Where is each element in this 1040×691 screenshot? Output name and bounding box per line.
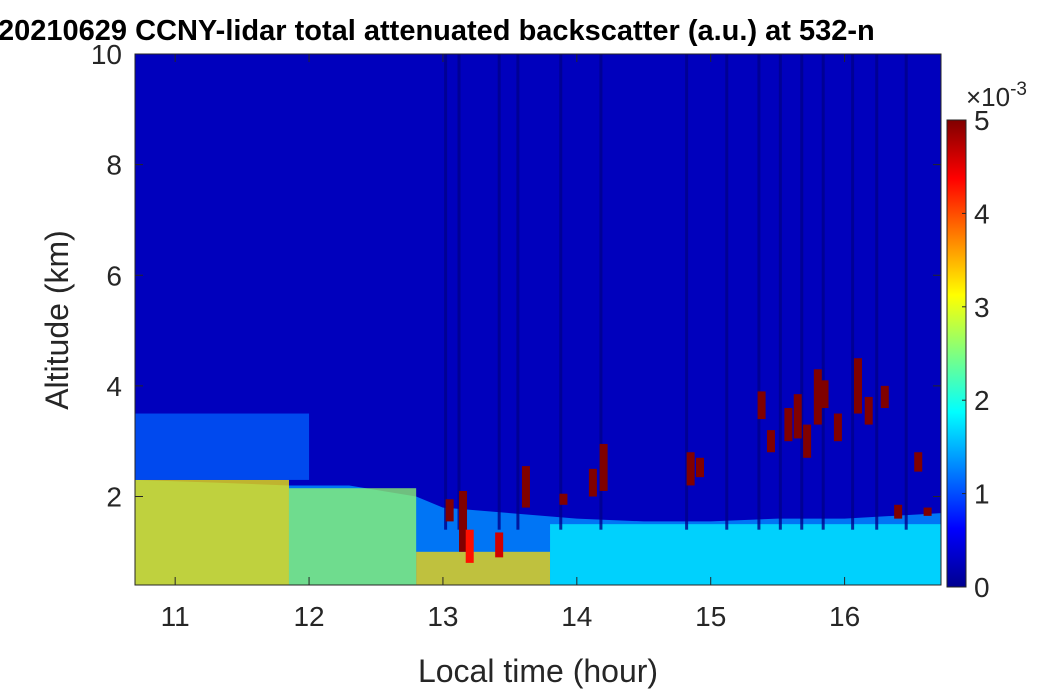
- x-tick-label: 14: [561, 601, 592, 632]
- cloud-cell: [459, 490, 468, 552]
- cloud-cell: [833, 413, 842, 442]
- cloud-cell: [820, 380, 829, 408]
- colorbar-tick-label: 5: [974, 105, 990, 136]
- plot-area: [134, 53, 942, 586]
- y-tick-label: 2: [106, 482, 122, 513]
- x-axis-label: Local time (hour): [418, 653, 658, 689]
- colorbar-tick-label: 0: [974, 572, 990, 603]
- signal-dropout: [559, 54, 563, 530]
- cloud-cell: [445, 499, 454, 522]
- aerosol-layer: [288, 488, 417, 585]
- y-axis-label: Altitude (km): [39, 230, 75, 410]
- signal-dropout: [757, 54, 761, 530]
- plot-frame: [134, 53, 942, 586]
- cloud-cell: [880, 385, 889, 408]
- aerosol-layer: [416, 551, 551, 585]
- colorbar-gradient: [946, 119, 967, 588]
- aerosol-layer: [135, 413, 310, 480]
- aerosol-layer: [550, 524, 941, 585]
- colorbar-multiplier: ×10-3: [966, 79, 1027, 112]
- y-tick-label: 4: [106, 371, 122, 402]
- cloud-cell: [914, 452, 923, 472]
- colorbar-multiplier-base: ×10: [966, 82, 1010, 112]
- colorbar-tick-label: 1: [974, 479, 990, 510]
- cloud-cell: [696, 457, 705, 478]
- cloud-cell: [757, 391, 766, 420]
- x-axis: 11 12 13 14 15 16: [161, 54, 860, 632]
- signal-dropout: [685, 54, 689, 530]
- cloud-cell: [588, 468, 597, 497]
- colorbar-tick-label: 4: [974, 198, 990, 229]
- colorbar-tick-label: 2: [974, 385, 990, 416]
- signal-dropout: [875, 54, 879, 530]
- x-tick-label: 15: [695, 601, 726, 632]
- cloud-cell: [803, 424, 812, 458]
- cloud-cell: [813, 369, 822, 425]
- signal-dropout: [457, 54, 461, 530]
- cloud-cell: [599, 443, 608, 491]
- signal-dropout: [851, 54, 855, 530]
- signal-dropout: [497, 54, 501, 530]
- y-tick-label: 6: [106, 260, 122, 291]
- y-tick-label: 8: [106, 150, 122, 181]
- aerosol-layer: [135, 479, 289, 585]
- colorbar-tick-label: 3: [974, 292, 990, 323]
- x-tick-label: 16: [829, 601, 860, 632]
- heatmap-layer: [135, 54, 941, 585]
- cloud-cell: [465, 529, 474, 563]
- cloud-cell: [923, 507, 932, 516]
- colorbar: 0 1 2 3 4 5 ×10-3: [946, 79, 1027, 603]
- cloud-cell: [686, 452, 695, 486]
- x-tick-label: 13: [427, 601, 458, 632]
- cloud-cell: [894, 504, 903, 519]
- colorbar-exponent: -3: [1010, 79, 1027, 100]
- signal-dropout: [800, 54, 804, 530]
- x-tick-label: 12: [293, 601, 324, 632]
- signal-dropout: [516, 54, 520, 530]
- cloud-cell: [495, 532, 504, 558]
- cloud-cell: [784, 408, 793, 442]
- cloud-cell: [853, 358, 862, 414]
- signal-dropout: [725, 54, 729, 530]
- chart-title: 20210629 CCNY-lidar total attenuated bac…: [0, 15, 875, 47]
- signal-dropout: [444, 54, 448, 530]
- cloud-cell: [521, 466, 530, 508]
- cloud-cell: [766, 430, 775, 453]
- colorbar-ticks: 0 1 2 3 4 5: [962, 105, 990, 603]
- y-tick-label: 10: [91, 39, 122, 70]
- x-tick-label: 11: [161, 601, 190, 632]
- y-axis: 2 4 6 8 10: [91, 39, 941, 513]
- cloud-cell: [793, 394, 802, 439]
- cloud-cell: [559, 493, 568, 505]
- signal-dropout: [904, 54, 908, 530]
- cloud-cell: [864, 396, 873, 425]
- signal-dropout: [821, 54, 825, 530]
- signal-dropout: [778, 54, 782, 530]
- signal-dropout: [599, 54, 603, 530]
